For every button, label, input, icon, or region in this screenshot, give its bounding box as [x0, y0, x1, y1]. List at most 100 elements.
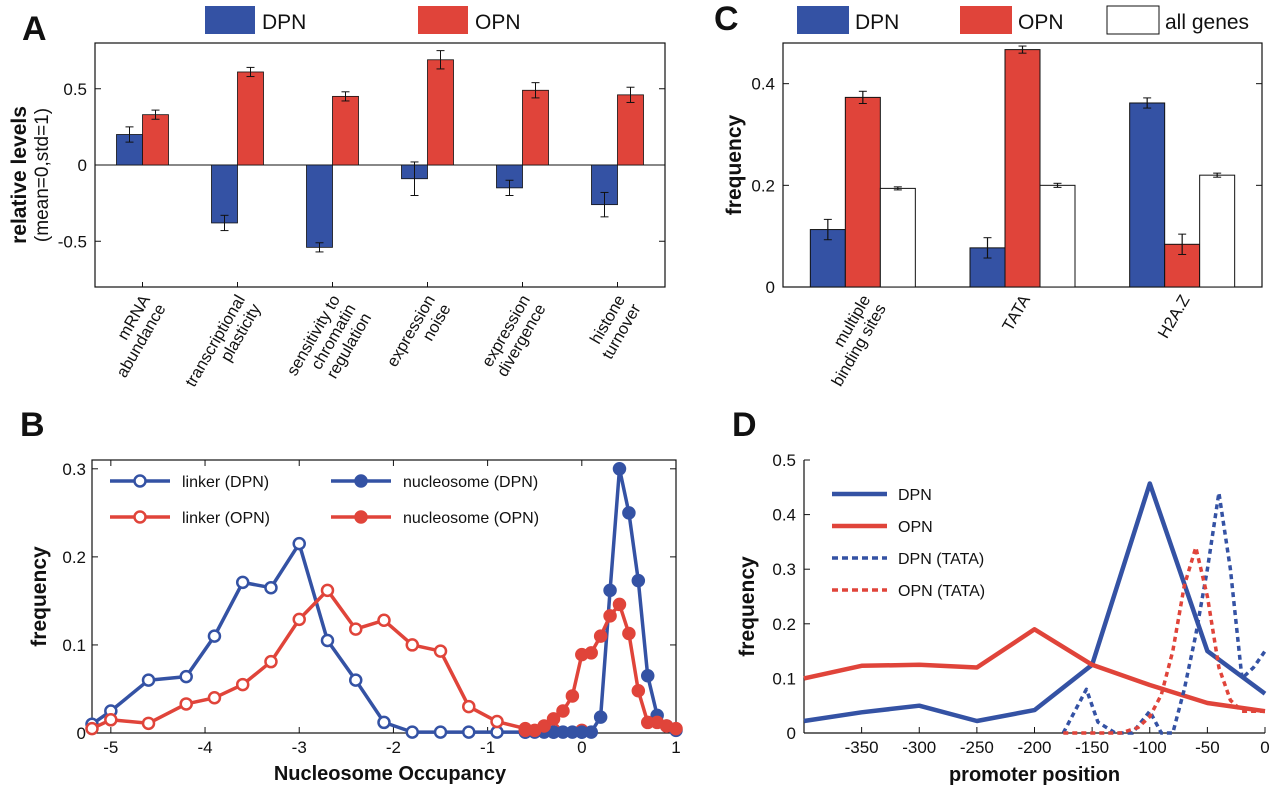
- point-series-1: [320, 583, 335, 598]
- point-series-2: [612, 462, 627, 476]
- legend-swatch-opn: [418, 6, 468, 34]
- y-tick-label: 0.1: [772, 669, 796, 688]
- panel-label-c: C: [714, 0, 739, 38]
- y-tick-label: 0.3: [772, 560, 796, 579]
- legend-marker: [354, 510, 368, 524]
- point-series-3: [593, 629, 608, 643]
- legend-label: linker (OPN): [182, 510, 270, 527]
- legend-label-dpn: DPN: [262, 11, 306, 34]
- x-category-label: mRNAabundance: [98, 292, 170, 381]
- point-series-3: [537, 719, 551, 733]
- point-series-2: [640, 669, 655, 683]
- x-category-label: H2A.Z: [1155, 292, 1194, 342]
- y-tick-label: 0.3: [62, 460, 86, 479]
- legend-label: nucleosome (OPN): [403, 510, 539, 527]
- x-tick-label: -100: [1133, 738, 1167, 757]
- x-category-label: transcriptionalplasticity: [182, 291, 265, 399]
- point-series-3: [622, 626, 636, 641]
- point-series-3: [669, 721, 683, 736]
- point-series-0: [179, 669, 193, 684]
- point-series-2: [593, 710, 608, 724]
- legend-marker: [133, 510, 147, 524]
- y-axis-label: frequency: [28, 546, 51, 647]
- bar-all-genes: [1039, 184, 1076, 288]
- x-axis-label: promoter position: [949, 764, 1120, 786]
- series-line-0: [90, 541, 582, 734]
- point-series-3: [631, 683, 646, 698]
- y-tick-label: 0: [77, 724, 86, 743]
- point-series-0: [207, 629, 222, 643]
- point-series-1: [235, 677, 250, 692]
- legend-label: DPN: [898, 487, 932, 504]
- series-line-3: [1063, 545, 1265, 735]
- point-series-0: [377, 715, 391, 730]
- y-tick-label: 0.4: [751, 75, 775, 94]
- bar-opn: [522, 89, 549, 166]
- panel-label-d: D: [732, 406, 757, 444]
- point-series-1: [377, 613, 391, 628]
- bar-dpn: [306, 164, 333, 248]
- y-axis-label: relative levels: [8, 106, 31, 244]
- x-tick-label: -3: [292, 738, 307, 757]
- point-series-3: [584, 646, 598, 660]
- x-tick-label: -350: [845, 738, 879, 757]
- y-tick-label: -0.5: [58, 232, 87, 251]
- point-series-1: [264, 654, 278, 669]
- point-series-1: [490, 714, 504, 729]
- x-category-label: expressionnoise: [383, 292, 454, 379]
- bar-opn: [844, 96, 881, 288]
- x-tick-label: 0: [577, 738, 586, 757]
- y-tick-label: 0.5: [63, 80, 87, 99]
- point-series-1: [141, 716, 156, 731]
- y-tick-label: 0.2: [772, 615, 796, 634]
- point-series-0: [405, 725, 420, 739]
- legend-label: DPN (TATA): [898, 551, 984, 568]
- bar-all-genes: [879, 187, 916, 288]
- legend-swatch-dpn: [205, 6, 255, 34]
- y-tick-label: 0.4: [772, 506, 796, 525]
- point-series-1: [179, 697, 193, 711]
- y-axis-label: frequency: [736, 556, 759, 657]
- point-series-0: [320, 633, 335, 648]
- point-series-1: [207, 691, 222, 705]
- series-line-2: [1061, 491, 1267, 735]
- legend-swatch-dpn: [797, 6, 849, 34]
- x-tick-label: -150: [1075, 738, 1109, 757]
- y-tick-label: 0.2: [62, 548, 86, 567]
- point-series-2: [584, 725, 598, 739]
- point-series-0: [264, 580, 278, 595]
- point-series-1: [292, 612, 306, 627]
- series-line-1: [91, 588, 582, 733]
- point-series-0: [433, 725, 448, 739]
- bar-all-genes: [1199, 174, 1236, 288]
- y-tick-label: 0: [766, 278, 775, 297]
- bar-opn: [427, 59, 454, 166]
- point-series-3: [556, 704, 570, 718]
- point-series-1: [104, 713, 118, 727]
- point-series-1: [348, 622, 363, 636]
- bar-opn: [617, 94, 644, 166]
- point-series-1: [462, 699, 476, 714]
- y-axis-sublabel: (mean=0,std=1): [32, 108, 53, 242]
- legend-label-dpn: DPN: [855, 11, 899, 34]
- y-tick-label: 0.2: [751, 176, 775, 195]
- plot-frame: [91, 459, 677, 734]
- point-series-2: [631, 573, 646, 588]
- x-category-label: TATA: [999, 292, 1034, 334]
- bar-dpn: [211, 164, 238, 224]
- bar-opn: [1004, 49, 1041, 288]
- chart-c: 0 0.2 0.4 frequency multiplebinding sites TAT…: [723, 5, 1263, 389]
- y-axis-label: frequency: [723, 115, 746, 216]
- x-category-label: sensitivity tochromatinregulation: [283, 292, 375, 397]
- chart-b: 0 0.1 0.2 0.3 -5 -4 -3 -2 -1 0 1 Nucleosome Occupan…: [28, 459, 683, 785]
- point-series-3: [603, 609, 617, 623]
- point-series-1: [405, 638, 420, 652]
- point-series-2: [603, 583, 617, 598]
- x-tick-label: -5: [103, 738, 118, 757]
- legend-marker: [133, 474, 147, 488]
- x-tick-label: 0: [1260, 738, 1269, 757]
- chart-a: -0.5 0 0.5 relative levels (mean=0,std=1) mRN…: [8, 6, 666, 399]
- point-series-1: [85, 721, 99, 736]
- point-series-0: [292, 536, 306, 551]
